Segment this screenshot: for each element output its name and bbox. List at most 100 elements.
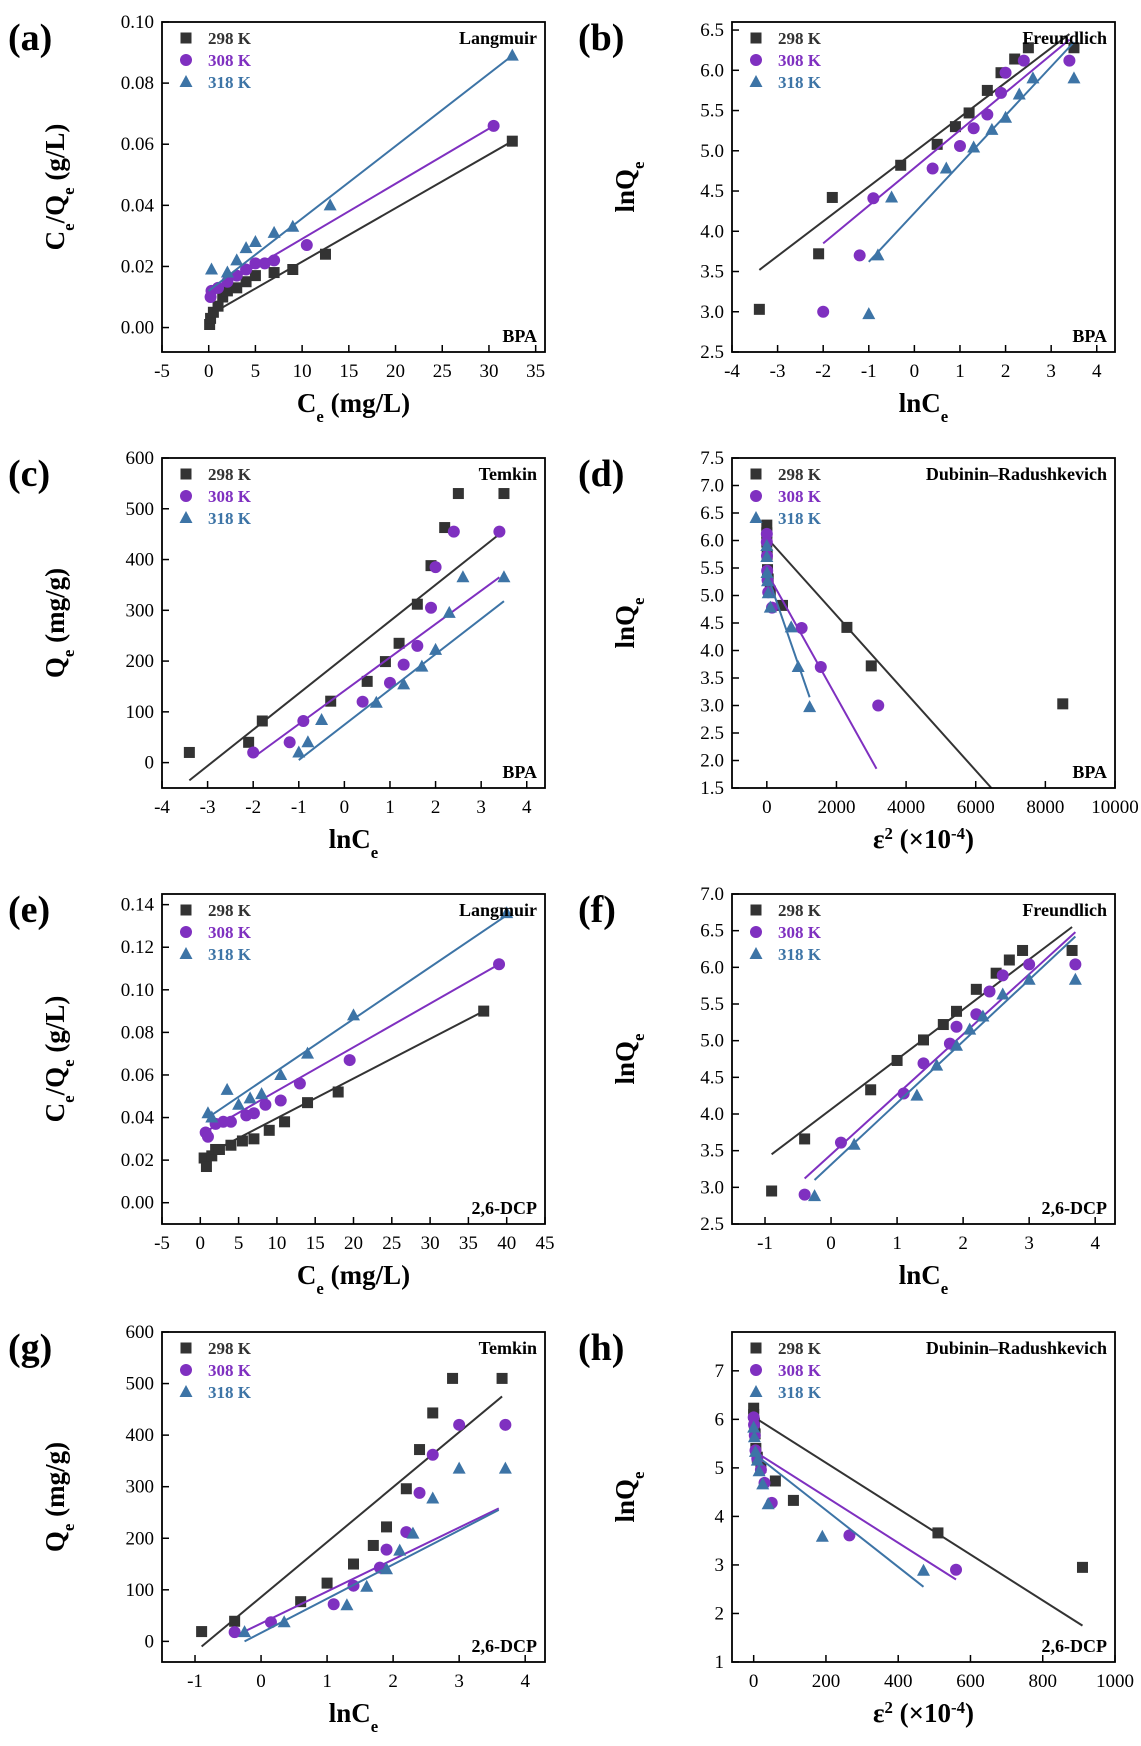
- data-point-318k: [761, 1497, 775, 1510]
- y-tick-label: 6.5: [700, 503, 724, 524]
- adsorbate-label: 2,6-DCP: [1042, 1636, 1108, 1656]
- data-point-308k: [297, 714, 310, 727]
- data-point-308k: [843, 1529, 856, 1542]
- data-point-318k: [500, 906, 514, 919]
- legend-label: 318 K: [778, 509, 822, 528]
- x-tick-label: 5: [234, 1233, 244, 1254]
- data-point-308k: [493, 958, 506, 971]
- data-point-308k: [447, 525, 460, 538]
- data-point-308k: [249, 257, 262, 270]
- fit-line-298k: [753, 1416, 1084, 1627]
- data-point-318k: [1067, 71, 1081, 84]
- y-tick-label: 0.00: [121, 318, 154, 339]
- data-point-308k: [343, 1054, 356, 1067]
- x-tick-label: 15: [339, 361, 358, 382]
- data-point-308k: [283, 736, 296, 749]
- x-tick-label: 1: [955, 361, 965, 382]
- data-point-318k: [205, 1110, 219, 1123]
- x-tick-label: 25: [433, 361, 452, 382]
- data-point-308k: [493, 525, 506, 538]
- data-point-308k: [1069, 958, 1082, 971]
- data-point-318k: [220, 1082, 234, 1095]
- data-point-298k: [932, 1527, 944, 1539]
- data-point-318k: [791, 660, 805, 672]
- data-point-318k: [505, 48, 519, 61]
- data-point-298k: [287, 264, 299, 275]
- y-tick-label: 2.0: [700, 751, 724, 772]
- legend-marker: [180, 1364, 192, 1376]
- x-tick-label: 4: [1092, 361, 1102, 382]
- data-point-298k: [865, 660, 877, 672]
- plot-frame: [161, 893, 546, 1225]
- data-point-318k: [760, 565, 774, 578]
- data-point-308k: [853, 249, 866, 262]
- y-tick-label: 5.5: [700, 101, 724, 122]
- fit-line-308k: [203, 963, 500, 1134]
- x-tick-label: 200: [812, 1671, 841, 1692]
- y-tick-label: 0: [145, 1631, 155, 1652]
- panel-letter: (d): [578, 453, 624, 495]
- data-point-298k: [895, 159, 907, 171]
- x-tick-label: 2: [1001, 361, 1011, 382]
- y-tick-label: 400: [126, 550, 155, 571]
- y-axis-label: Ce/Qe (g/L): [40, 996, 78, 1123]
- legend-marker: [180, 468, 192, 480]
- data-point-318k: [393, 1543, 407, 1556]
- data-point-318k: [369, 695, 383, 708]
- data-point-298k: [229, 1615, 241, 1627]
- data-point-308k: [274, 1094, 287, 1107]
- data-point-318k: [1022, 972, 1036, 985]
- data-point-308k: [995, 86, 1008, 99]
- data-point-308k: [258, 257, 271, 270]
- data-point-308k: [487, 119, 500, 132]
- data-point-298k: [268, 267, 280, 279]
- fit-line-318k: [813, 935, 1077, 1181]
- data-point-308k: [996, 969, 1009, 982]
- adsorbate-label: 2,6-DCP: [472, 1198, 538, 1218]
- legend-marker: [750, 490, 762, 502]
- y-tick-label: 3.5: [700, 668, 724, 689]
- model-title: Langmuir: [459, 28, 537, 48]
- y-tick-label: 5.0: [700, 141, 724, 162]
- data-point-308k: [356, 695, 369, 708]
- data-point-308k: [817, 305, 830, 318]
- fit-line-298k: [203, 1010, 485, 1157]
- y-tick-label: 3.0: [700, 1177, 724, 1198]
- data-point-318k: [239, 241, 253, 254]
- x-tick-label: 2: [958, 1233, 968, 1254]
- x-tick-label: 0: [340, 797, 350, 818]
- y-tick-label: 0.08: [121, 1022, 154, 1043]
- x-tick-label: -1: [187, 1671, 203, 1692]
- y-tick-label: 0.06: [121, 1065, 154, 1086]
- panel-letter: (c): [8, 453, 50, 495]
- y-tick-label: 0.00: [121, 1193, 154, 1214]
- data-point-318k: [456, 570, 470, 583]
- data-point-298k: [348, 1558, 359, 1570]
- data-point-298k: [761, 519, 773, 531]
- data-point-318k: [871, 248, 885, 261]
- data-point-298k: [799, 1133, 811, 1145]
- y-axis-label: Ce/Qe (g/L): [40, 124, 78, 251]
- x-tick-label: 0: [196, 1233, 206, 1254]
- y-tick-label: 0.12: [121, 937, 154, 958]
- model-title: Freundlich: [1022, 28, 1107, 48]
- legend-label: 298 K: [208, 465, 252, 484]
- legend-label: 298 K: [778, 29, 822, 48]
- fit-line-318k: [244, 1509, 500, 1643]
- legend-marker: [750, 54, 762, 66]
- model-title: Dubinin–Radushkevich: [926, 1338, 1107, 1358]
- data-point-318k: [205, 262, 219, 275]
- chart-panel-b: -4 -3 -2 -1 0 1 2 3 4 2.5 3.0 3.5 4.0 4.5 5.0 5.5 6.0 6.5…: [578, 17, 1116, 426]
- fit-line-298k: [758, 33, 1071, 271]
- y-tick-label: 7.0: [700, 476, 724, 497]
- data-point-298k: [496, 1372, 508, 1384]
- legend-label: 308 K: [208, 51, 252, 70]
- y-tick-label: 3: [715, 1555, 725, 1576]
- y-tick-label: 4.0: [700, 641, 724, 662]
- data-point-298k: [865, 1084, 877, 1096]
- y-tick-label: 200: [126, 651, 155, 672]
- data-point-318k: [292, 745, 306, 758]
- x-tick-label: 0: [204, 361, 214, 382]
- y-axis-label: lnQe: [610, 162, 648, 213]
- legend-marker: [179, 1385, 193, 1397]
